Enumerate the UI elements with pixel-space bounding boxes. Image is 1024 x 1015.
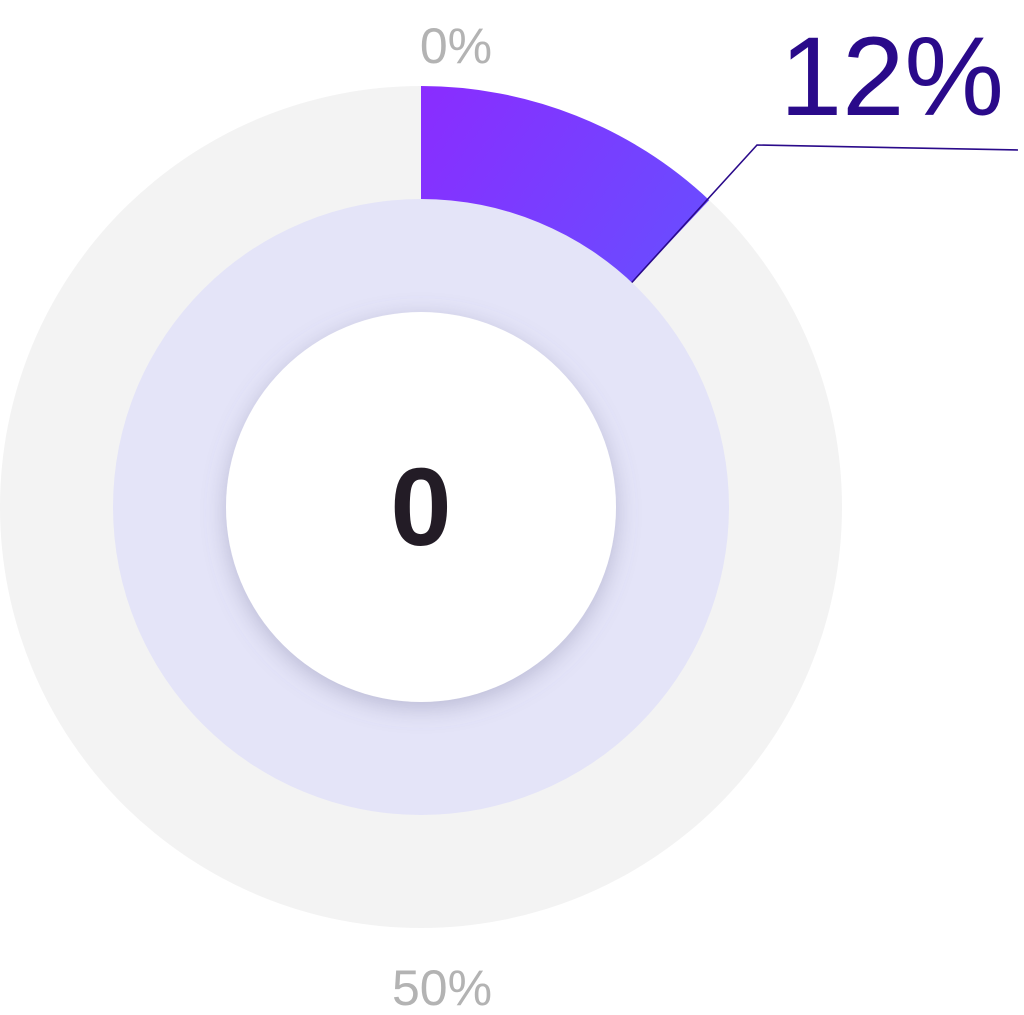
tick-label-start: 0%: [420, 18, 492, 74]
center-value-label: 0: [390, 446, 451, 569]
tick-label-half: 50%: [392, 960, 492, 1015]
chart-center-disc: [226, 312, 616, 702]
value-data-label: 12%: [780, 14, 1004, 139]
value-leader-line: [631, 144, 1019, 284]
